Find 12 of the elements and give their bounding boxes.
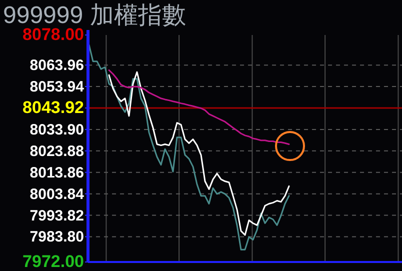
line-series — [108, 71, 290, 236]
y-tick-label: 8003.84 — [30, 186, 85, 203]
y-tick-label: 8013.86 — [30, 164, 84, 182]
y-tick-label: 7972.00 — [22, 252, 84, 271]
y-tick-label: 7983.80 — [30, 228, 84, 246]
y-tick-label: 8063.96 — [30, 57, 84, 74]
y-tick-label: 7993.82 — [30, 207, 84, 224]
y-tick-label: 8043.92 — [22, 98, 84, 117]
y-tick-label: 8023.88 — [30, 142, 84, 160]
y-tick-label: 8053.94 — [30, 78, 85, 96]
line-series — [88, 44, 290, 250]
y-tick-label: 8033.90 — [30, 121, 84, 138]
